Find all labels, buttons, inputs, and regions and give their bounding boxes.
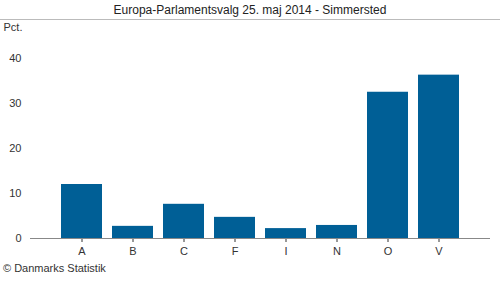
html-text:Europa-Parlamentsvalg 25. maj: Europa-Parlamentsvalg 25. maj 2014 - Sim…: [113, 3, 387, 17]
svg-text:40: 40: [9, 52, 21, 64]
svg-text:B: B: [129, 245, 136, 257]
svg-text:O: O: [384, 245, 393, 257]
svg-text:V: V: [435, 245, 443, 257]
svg-text:F: F: [232, 245, 239, 257]
svg-text:10: 10: [9, 187, 21, 199]
svg-text:0: 0: [15, 232, 21, 244]
svg-text:A: A: [78, 245, 86, 257]
svg-text:Pct.: Pct.: [4, 21, 23, 33]
svg-text:C: C: [180, 245, 188, 257]
svg-text:30: 30: [9, 97, 21, 109]
svg-text:N: N: [333, 245, 341, 257]
svg-text:I: I: [284, 245, 287, 257]
html-text:© Danmarks Statistik: © Danmarks Statistik: [3, 262, 106, 274]
svg-text:20: 20: [9, 142, 21, 154]
